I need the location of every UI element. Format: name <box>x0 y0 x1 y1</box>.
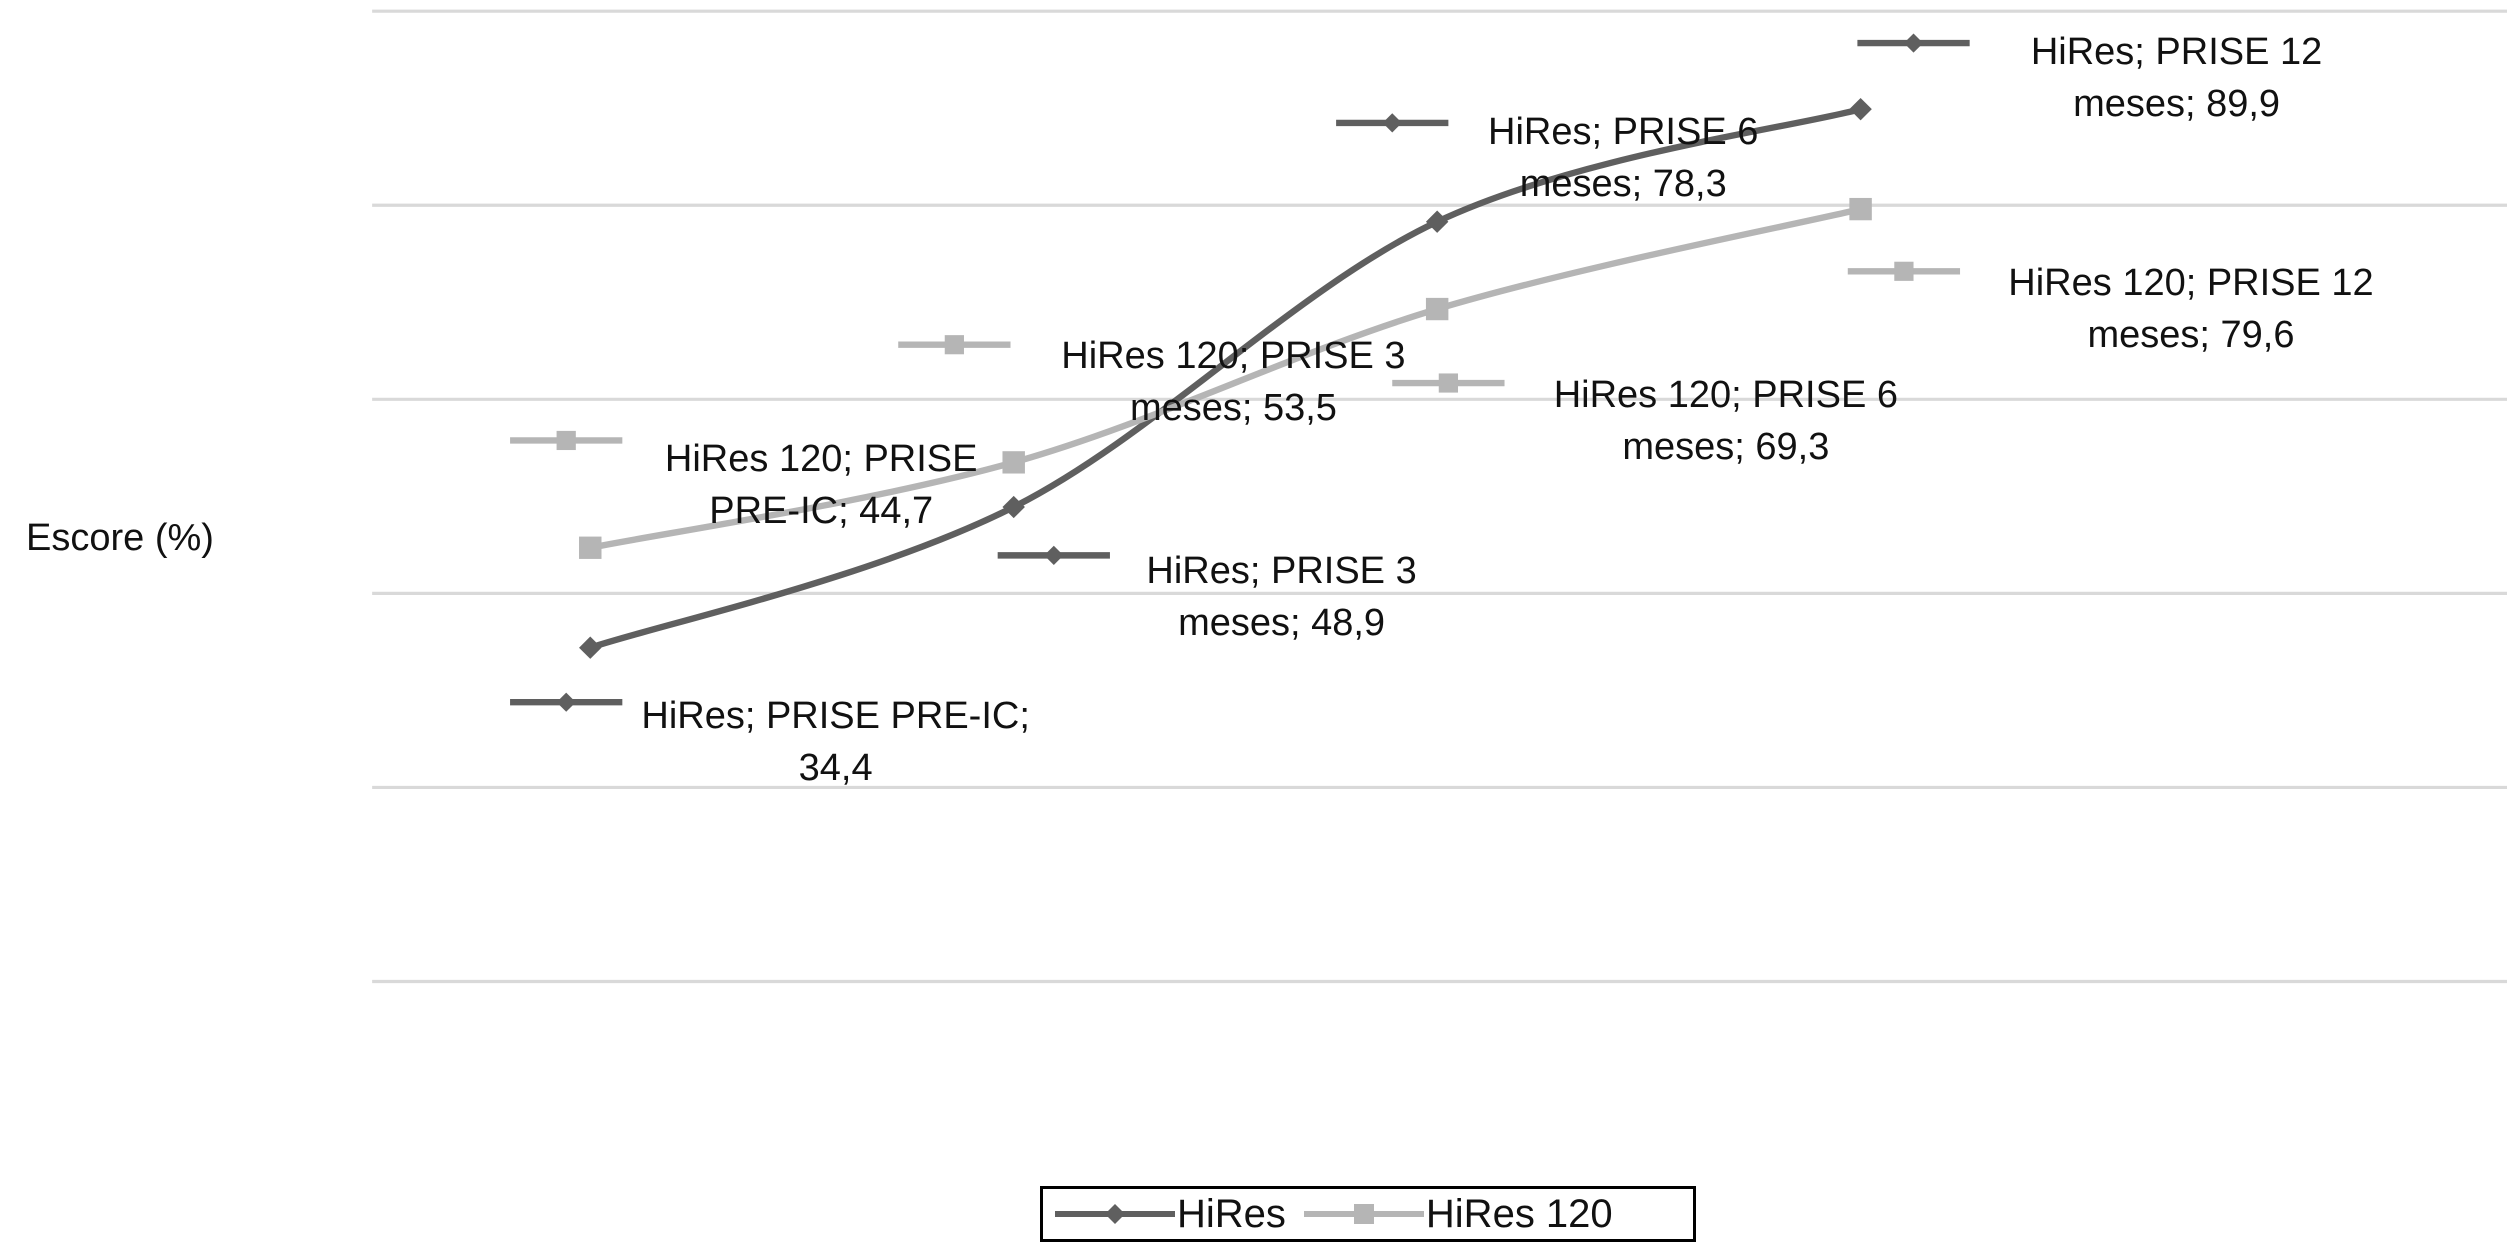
label-key-marker <box>1382 113 1402 133</box>
value-label: HiRes; PRISE 12 meses; 89,9 <box>2030 30 2323 125</box>
y-axis-label: Escore (%) <box>26 517 214 559</box>
value-label: HiRes 120; PRISE 12 meses; 79,6 <box>2008 261 2374 356</box>
series-line <box>589 106 1862 651</box>
legend-label: HiRes <box>1177 1192 1286 1236</box>
value-label: HiRes 120; PRISE 6 meses; 69,3 <box>1553 373 1898 468</box>
label-key-marker <box>1044 545 1064 565</box>
point <box>1849 197 1872 221</box>
point <box>579 636 602 659</box>
value-label: HiRes 120; PRISE 3 meses; 53,5 <box>1061 335 1406 430</box>
legend-marker <box>1353 1204 1374 1224</box>
label-key-marker <box>1438 373 1459 393</box>
label-key-marker <box>556 692 576 712</box>
point <box>1425 297 1449 321</box>
label-key-marker <box>944 335 964 355</box>
label-key-marker <box>1894 261 1914 281</box>
value-label: HiRes 120; PRISE PRE-IC; 44,7 <box>664 438 978 533</box>
value-label: HiRes; PRISE PRE-IC; 34,4 <box>641 694 1030 789</box>
point <box>1425 210 1449 233</box>
label-key-marker <box>1903 33 1924 53</box>
legend: HiRes HiRes 120 <box>1040 1186 1696 1242</box>
point <box>1002 495 1025 519</box>
label-key-marker <box>556 430 576 451</box>
point <box>579 536 602 559</box>
legend-key <box>1055 1204 1175 1224</box>
series-line <box>589 206 1862 551</box>
value-label: HiRes; PRISE 3 meses; 48,9 <box>1146 550 1417 645</box>
point <box>1849 98 1872 121</box>
value-label: HiRes; PRISE 6 meses; 78,3 <box>1488 110 1759 205</box>
point <box>1002 451 1025 474</box>
legend-label: HiRes 120 <box>1425 1192 1613 1236</box>
legend-marker <box>1105 1204 1125 1224</box>
legend-key <box>1303 1204 1424 1224</box>
